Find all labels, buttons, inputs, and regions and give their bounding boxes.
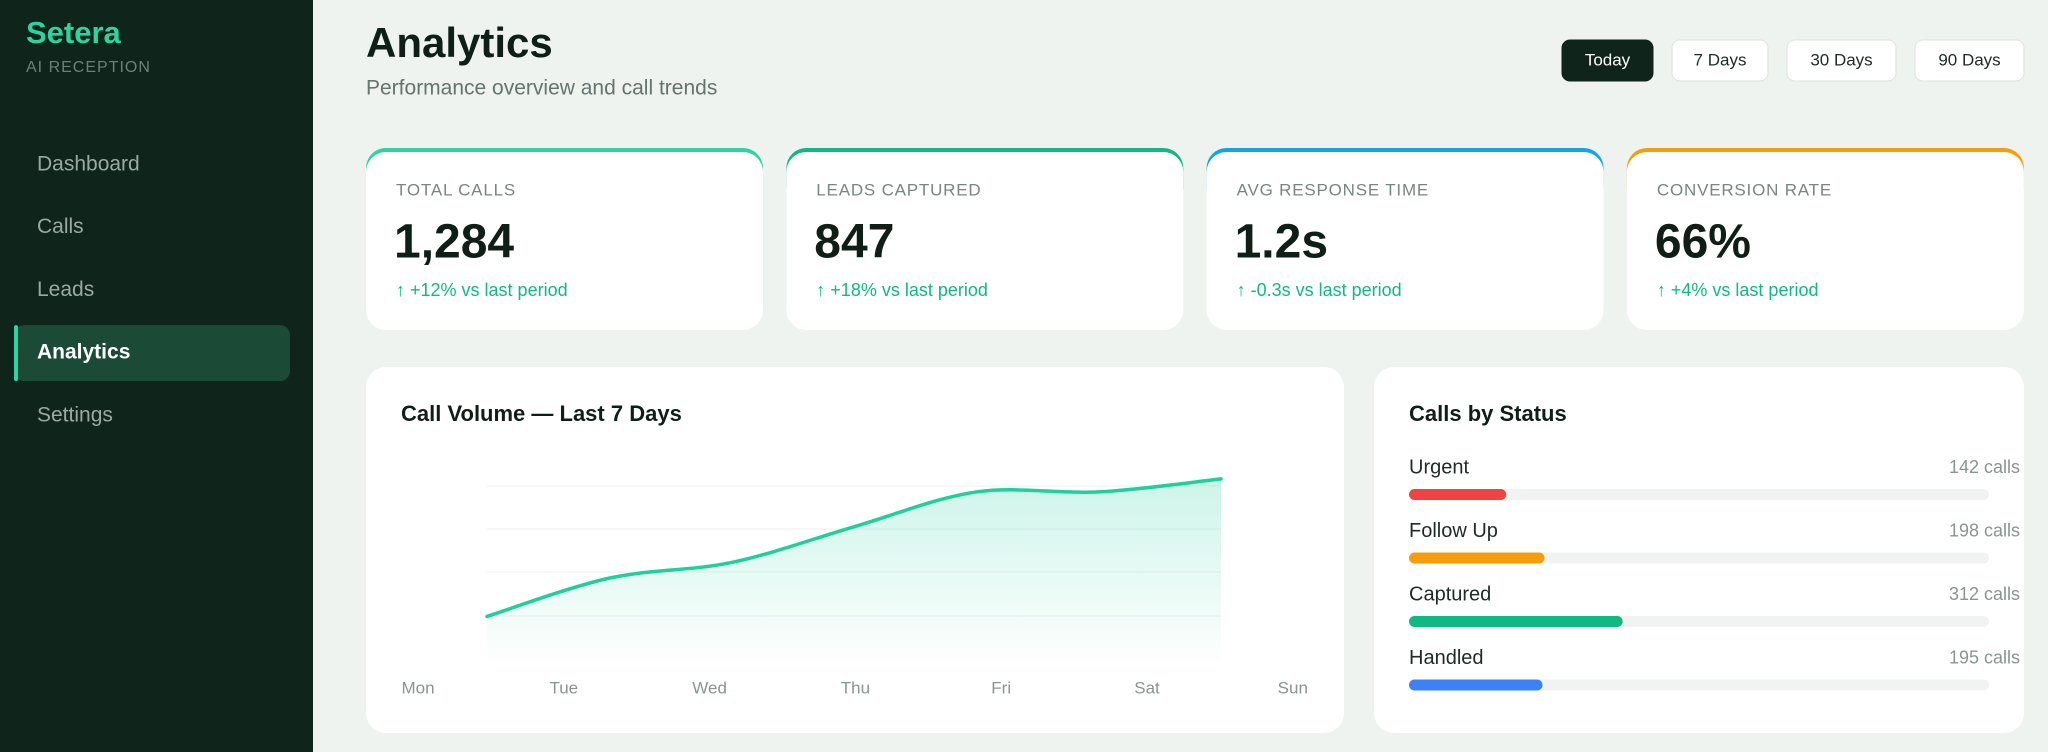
nav-item[interactable]: Dashboard [37,153,140,176]
range-button[interactable] [1786,39,1897,82]
stat-delta: ↑ +12% vs last period [396,280,568,300]
x-tick-label: Thu [841,678,870,697]
status-bar [1409,679,1543,691]
x-tick-label: Sun [1278,678,1308,697]
stat-label: TOTAL CALLS [396,180,516,199]
nav-item[interactable]: Settings [37,403,113,426]
x-tick-label: Wed [692,678,727,697]
x-tick-label: Sat [1134,678,1160,697]
stat-card [1206,152,1604,330]
nav-active-bg [14,325,290,382]
nav-active-edge [14,325,18,382]
status-track [1409,552,1989,564]
status-card [1374,367,2024,733]
stat-delta: ↑ +18% vs last period [816,280,988,300]
nav-item[interactable]: Leads [37,278,94,301]
status-bar [1409,489,1507,500]
range-label[interactable]: 90 Days [1938,50,2000,69]
stat-delta: ↑ -0.3s vs last period [1237,280,1402,300]
stat-card [1626,152,2024,330]
status-track [1409,679,1989,691]
status-name: Captured [1409,583,1491,605]
status-name: Urgent [1409,456,1469,478]
range-label[interactable]: 7 Days [1694,50,1747,69]
line [485,477,1223,619]
nav-item[interactable]: Analytics [37,341,130,364]
stat-value: 1.2s [1235,216,1328,269]
range-label[interactable]: Today [1585,50,1631,69]
page-title: Analytics [366,19,553,66]
status-bar [1409,616,1623,627]
x-tick-label: Tue [549,678,578,697]
range-button[interactable] [1914,39,2025,82]
nav-item[interactable]: Calls [37,215,84,238]
stat-label: CONVERSION RATE [1657,180,1832,199]
status-bar [1409,552,1545,564]
x-tick-label: Fri [991,678,1011,697]
status-name: Follow Up [1409,520,1498,542]
status-count: 198 calls [1949,520,2020,540]
area [487,478,1221,660]
stat-label: AVG RESPONSE TIME [1237,180,1429,199]
stat-value: 66% [1655,216,1751,269]
stat-card [786,152,1184,330]
brand: Setera [26,15,122,50]
tagline: AI RECEPTION [26,59,151,76]
stat-card [366,152,763,330]
page-subtitle: Performance overview and call trends [366,77,717,100]
status-track [1409,489,1989,500]
stat-delta: ↑ +4% vs last period [1657,280,1819,300]
range-button[interactable] [1671,39,1769,82]
chart-title: Call Volume — Last 7 Days [401,401,682,426]
stat-value: 847 [814,216,894,269]
status-name: Handled [1409,647,1484,669]
status-title: Calls by Status [1409,401,1567,426]
x-tick-label: Mon [401,678,434,697]
status-count: 142 calls [1949,457,2020,477]
stat-value: 1,284 [394,216,514,269]
range-label[interactable]: 30 Days [1810,50,1872,69]
status-count: 195 calls [1949,647,2020,667]
stat-label: LEADS CAPTURED [816,180,981,199]
range-button[interactable] [1561,39,1654,82]
status-count: 312 calls [1949,584,2020,604]
